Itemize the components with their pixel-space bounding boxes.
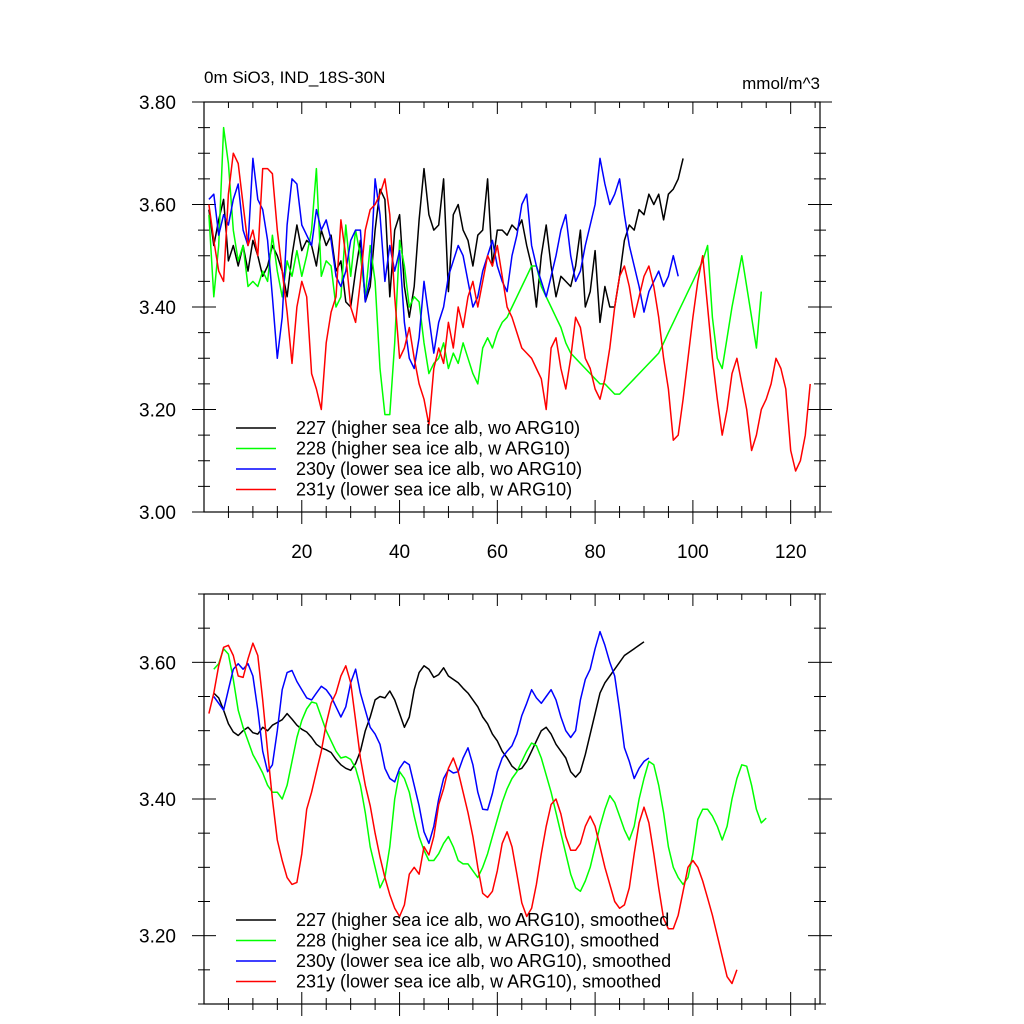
bottom-panel: 3.20 3.40 3.60 227 (higher sea ice alb, wo… — [139, 593, 832, 1016]
x-tick-label: 100 — [677, 542, 709, 563]
legend-label: 227 (higher sea ice alb, wo ARG10) — [296, 418, 580, 438]
top-plot-frame — [203, 101, 821, 513]
x-tick-label: 60 — [487, 542, 508, 563]
series-line — [213, 630, 650, 845]
top-units: mmol/m^3 — [742, 74, 820, 93]
y-tick-label: 3.00 — [139, 503, 176, 524]
top-y-tick-labels: 3.00 3.20 3.40 3.60 3.80 — [139, 93, 176, 524]
bottom-y-tick-labels: 3.20 3.40 3.60 — [139, 653, 176, 947]
y-tick-label: 3.40 — [139, 298, 176, 319]
legend-label: 227 (higher sea ice alb, wo ARG10), smoo… — [296, 910, 669, 930]
y-tick-label: 3.80 — [139, 93, 176, 114]
top-legend: 227 (higher sea ice alb, wo ARG10)228 (h… — [236, 418, 582, 500]
series-line — [208, 157, 679, 370]
legend-label: 228 (higher sea ice alb, w ARG10) — [296, 439, 570, 459]
top-panel: 0m SiO3, IND_18S-30N mmol/m^3 3.003.203.… — [139, 68, 832, 563]
legend-label: 231y (lower sea ice alb, w ARG10) — [296, 480, 572, 500]
legend-label: 228 (higher sea ice alb, w ARG10), smoot… — [296, 931, 659, 951]
y-tick-label: 3.60 — [139, 196, 176, 217]
series-line — [208, 126, 763, 416]
x-tick-label: 20 — [291, 542, 312, 563]
y-tick-label: 3.20 — [139, 401, 176, 422]
bottom-plot-frame — [203, 593, 821, 1005]
legend-label: 230y (lower sea ice alb, wo ARG10) — [296, 459, 582, 479]
top-series — [208, 126, 811, 472]
series-line — [208, 158, 684, 324]
x-tick-label: 80 — [585, 542, 606, 563]
bottom-series — [208, 630, 767, 985]
top-title: 0m SiO3, IND_18S-30N — [204, 68, 385, 87]
series-line — [213, 641, 645, 778]
y-tick-label: 3.20 — [139, 927, 176, 948]
y-tick-label: 3.60 — [139, 653, 176, 674]
top-x-tick-labels: 20 40 60 80 100 120 — [291, 542, 806, 563]
series-line — [208, 152, 811, 472]
legend-label: 231y (lower sea ice alb, w ARG10), smoot… — [296, 972, 661, 992]
bottom-axis-ticks — [192, 593, 832, 1016]
top-axis-ticks — [192, 101, 832, 524]
legend-label: 230y (lower sea ice alb, wo ARG10), smoo… — [296, 951, 671, 971]
series-line — [208, 642, 738, 985]
y-tick-label: 3.40 — [139, 790, 176, 811]
x-tick-label: 120 — [775, 542, 807, 563]
bottom-legend: 227 (higher sea ice alb, wo ARG10), smoo… — [236, 910, 671, 992]
x-tick-label: 40 — [389, 542, 410, 563]
series-line — [213, 647, 767, 893]
